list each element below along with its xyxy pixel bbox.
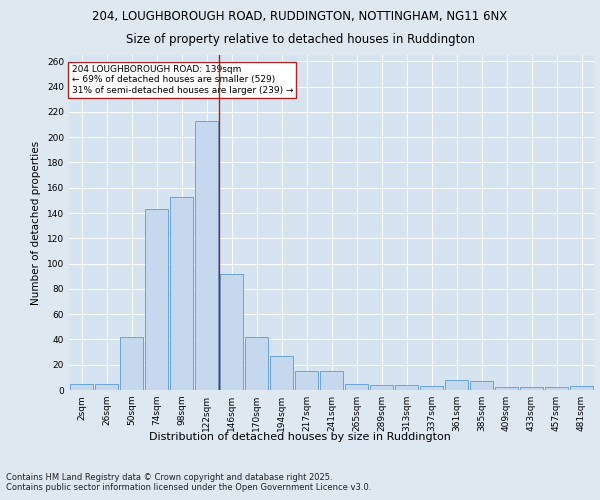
- Bar: [119, 337, 143, 390]
- Bar: [245, 337, 268, 390]
- Bar: [269, 356, 293, 390]
- Bar: [194, 120, 218, 390]
- Bar: [470, 381, 493, 390]
- Y-axis label: Number of detached properties: Number of detached properties: [31, 140, 41, 304]
- Bar: [320, 371, 343, 390]
- Bar: [145, 209, 169, 390]
- Bar: [344, 384, 368, 390]
- Bar: [494, 388, 518, 390]
- Text: Distribution of detached houses by size in Ruddington: Distribution of detached houses by size …: [149, 432, 451, 442]
- Text: Size of property relative to detached houses in Ruddington: Size of property relative to detached ho…: [125, 32, 475, 46]
- Bar: [370, 385, 394, 390]
- Bar: [295, 371, 319, 390]
- Text: 204, LOUGHBOROUGH ROAD, RUDDINGTON, NOTTINGHAM, NG11 6NX: 204, LOUGHBOROUGH ROAD, RUDDINGTON, NOTT…: [92, 10, 508, 23]
- Text: 204 LOUGHBOROUGH ROAD: 139sqm
← 69% of detached houses are smaller (529)
31% of : 204 LOUGHBOROUGH ROAD: 139sqm ← 69% of d…: [71, 65, 293, 95]
- Bar: [170, 196, 193, 390]
- Bar: [520, 388, 544, 390]
- Bar: [419, 386, 443, 390]
- Bar: [395, 385, 418, 390]
- Bar: [95, 384, 118, 390]
- Bar: [545, 388, 568, 390]
- Text: Contains HM Land Registry data © Crown copyright and database right 2025.
Contai: Contains HM Land Registry data © Crown c…: [6, 472, 371, 492]
- Bar: [70, 384, 94, 390]
- Bar: [220, 274, 244, 390]
- Bar: [569, 386, 593, 390]
- Bar: [445, 380, 469, 390]
